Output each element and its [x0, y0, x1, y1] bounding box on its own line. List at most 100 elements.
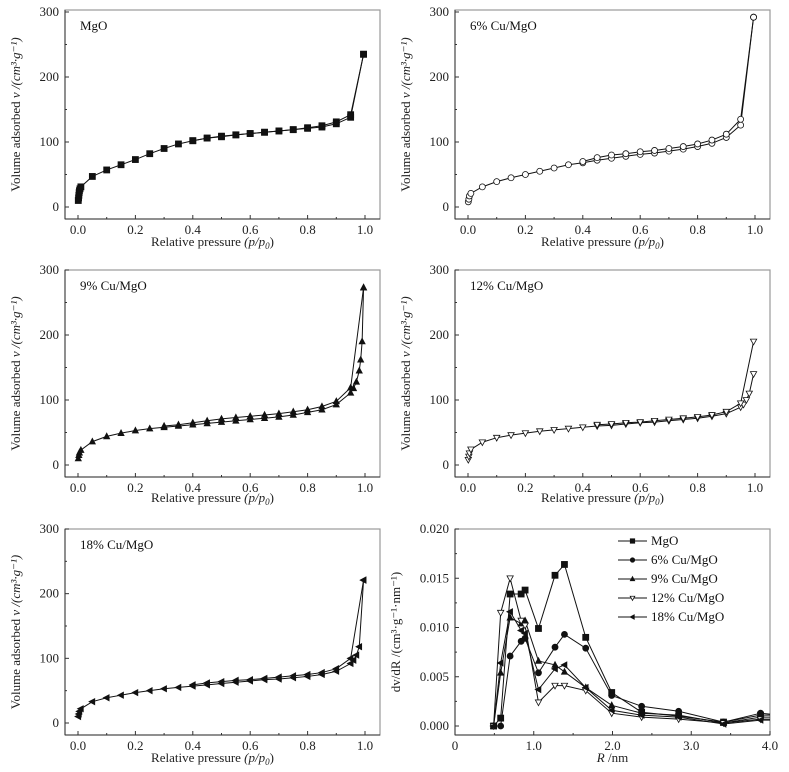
- data-point-6% Cu/MgO: [608, 692, 616, 699]
- data-point-18% Cu/MgO: [581, 683, 589, 692]
- x-tick-label: 0.6: [242, 738, 259, 753]
- y-tick-label: 200: [40, 586, 60, 601]
- y-tick-label: 200: [40, 327, 60, 342]
- data-point-12% Cu/MgO: [534, 699, 543, 707]
- x-tick-label: 1.0: [747, 480, 763, 495]
- y-tick-label: 200: [40, 69, 60, 84]
- plot-frame: [64, 269, 381, 478]
- y-tick-label: 0: [443, 457, 450, 472]
- legend-marker: [629, 595, 636, 602]
- data-point-desorption: [275, 409, 283, 417]
- data-point-desorption: [189, 418, 197, 426]
- data-point-18% Cu/MgO: [637, 711, 645, 719]
- data-point-adsorption: [521, 430, 530, 438]
- y-axis-title: Volume adsorbed v /(cm³·g⁻¹): [398, 37, 413, 192]
- data-point-desorption: [651, 147, 658, 154]
- data-point-desorption: [636, 419, 645, 427]
- x-tick-label: 1.0: [357, 738, 373, 753]
- data-point-adsorption: [145, 687, 153, 695]
- y-axis-title: Volume adsorbed v /(cm³·g⁻¹): [8, 555, 23, 710]
- data-point-adsorption: [116, 691, 124, 699]
- data-point-desorption: [217, 677, 225, 686]
- data-point-desorption: [303, 405, 312, 413]
- data-point-18% Cu/MgO: [560, 661, 568, 669]
- data-point-adsorption: [131, 688, 139, 697]
- data-point-desorption: [332, 397, 340, 405]
- legend-marker: [629, 614, 635, 620]
- data-point-adsorption: [131, 426, 140, 434]
- data-point-MgO: [561, 561, 568, 568]
- data-point-adsorption: [355, 643, 363, 651]
- data-point-desorption: [303, 670, 311, 679]
- legend: MgO 6% Cu/MgO 9% Cu/MgO 12% Cu/MgO 18% Cu/Mg…: [618, 533, 724, 624]
- data-point-desorption: [260, 410, 269, 418]
- data-point-desorption: [665, 145, 673, 152]
- y-tick-label: 0.015: [420, 570, 449, 585]
- y-tick-label: 100: [430, 392, 450, 407]
- data-point-desorption: [203, 134, 211, 142]
- data-point-desorption: [622, 419, 630, 427]
- data-point-adsorption: [550, 427, 558, 435]
- data-point-desorption: [360, 50, 367, 58]
- x-axis-title: Relative pressure (p/p0): [151, 490, 274, 507]
- data-point-desorption: [203, 416, 211, 424]
- data-point-18% Cu/MgO: [520, 629, 528, 638]
- x-tick-label: 1.0: [526, 738, 542, 753]
- data-point-desorption: [694, 140, 701, 148]
- plot-frame: [64, 528, 381, 736]
- data-point-desorption: [232, 413, 240, 421]
- data-point-12% Cu/MgO: [551, 682, 559, 690]
- data-point-desorption: [318, 402, 326, 410]
- data-point-18% Cu/MgO: [534, 685, 542, 694]
- data-point-adsorption: [352, 377, 361, 385]
- data-point-6% Cu/MgO: [638, 702, 646, 710]
- data-point-desorption: [332, 665, 340, 673]
- data-point-adsorption: [88, 697, 96, 706]
- data-point-desorption: [579, 158, 587, 165]
- y-tick-label: 0: [53, 457, 60, 472]
- isotherm-panel-0: 0.0 0.2 0.4 0.6 0.8 1.0 0 100 200 300 MgO Relative …: [8, 4, 381, 251]
- data-point-adsorption: [76, 705, 84, 713]
- x-tick-label: 1.0: [357, 480, 373, 495]
- data-point-12% Cu/MgO: [560, 682, 569, 690]
- data-point-12% Cu/MgO: [521, 622, 529, 630]
- y-tick-label: 0: [53, 199, 60, 214]
- data-point-desorption: [665, 416, 673, 424]
- y-axis-title: Volume adsorbed v /(cm³·g⁻¹): [8, 37, 23, 192]
- panel-label: 9% Cu/MgO: [80, 278, 147, 293]
- data-point-adsorption: [478, 183, 486, 191]
- data-point-adsorption: [355, 366, 363, 374]
- data-point-desorption: [318, 122, 326, 130]
- isotherm-panel-4: 0.0 0.2 0.4 0.6 0.8 1.0 0 100 200 300 18% Cu/MgO Re…: [8, 521, 381, 767]
- data-point-adsorption: [103, 166, 111, 174]
- data-point-adsorption: [578, 424, 587, 432]
- data-point-desorption: [737, 115, 745, 123]
- x-tick-label: 2.0: [604, 738, 620, 753]
- data-point-adsorption: [745, 390, 754, 398]
- y-tick-label: 200: [430, 327, 450, 342]
- data-point-desorption: [750, 13, 757, 21]
- data-point-MgO: [551, 571, 559, 579]
- data-point-adsorption: [117, 428, 125, 436]
- x-tick-label: 1.0: [357, 222, 373, 237]
- x-tick-label: 0.8: [299, 480, 315, 495]
- data-point-adsorption: [467, 189, 475, 197]
- panel-label: MgO: [80, 18, 107, 33]
- data-point-desorption: [246, 412, 254, 420]
- x-tick-label: 0.0: [70, 738, 86, 753]
- data-point-adsorption: [749, 371, 758, 379]
- data-point-adsorption: [275, 412, 283, 420]
- series-line-18% Cu/MgO: [493, 610, 770, 727]
- psd-panel: 0 1.0 2.0 3.0 4.0 0.000 0.005 0.010 0.015 0.020 R …: [388, 521, 778, 765]
- legend-label: 18% Cu/MgO: [651, 609, 724, 624]
- data-point-adsorption: [346, 659, 354, 668]
- data-point-desorption: [593, 154, 601, 162]
- data-point-desorption: [679, 415, 688, 423]
- data-point-18% Cu/MgO: [489, 722, 497, 730]
- x-tick-label: 0.8: [299, 738, 315, 753]
- data-point-desorption: [304, 124, 312, 132]
- y-tick-label: 0.000: [420, 718, 449, 733]
- data-point-adsorption: [742, 397, 751, 405]
- plot-frame: [454, 9, 771, 220]
- plot-frame: [64, 9, 381, 220]
